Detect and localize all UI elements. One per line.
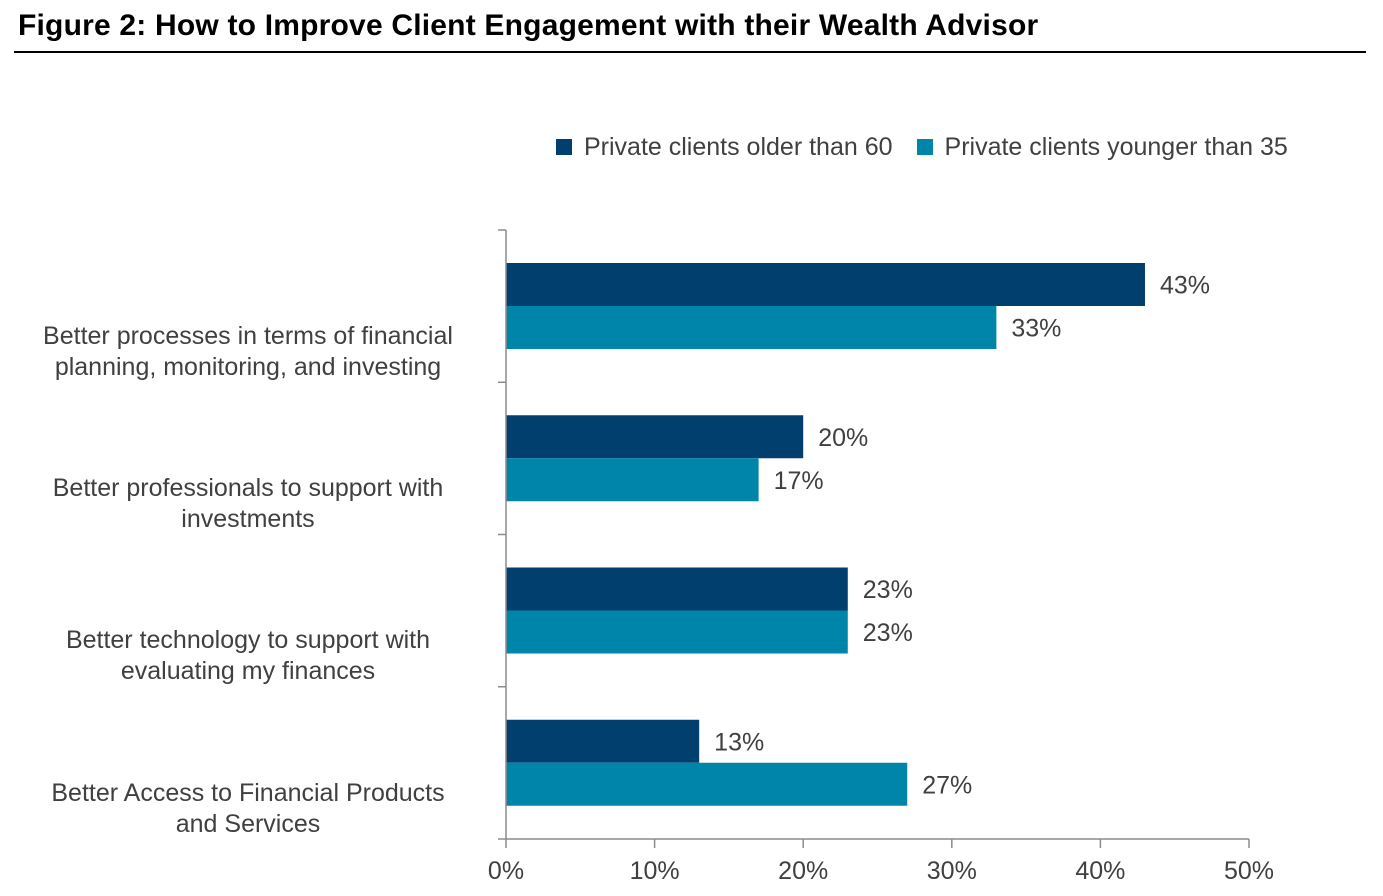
category-label-access: Better Access to Financial Products and …	[13, 778, 483, 840]
category-label-line: Better processes in terms of financial	[43, 322, 453, 350]
bar-younger-than-35	[506, 610, 848, 654]
bar-older-than-60	[506, 567, 848, 611]
category-label-line: and Services	[175, 810, 321, 838]
x-tick-label: 50%	[1224, 857, 1274, 885]
data-label: 17%	[774, 467, 824, 495]
data-label: 13%	[714, 728, 764, 756]
bar-older-than-60	[506, 415, 804, 459]
legend: Private clients older than 60 Private cl…	[556, 130, 1288, 164]
data-label: 43%	[1160, 272, 1210, 300]
bar-younger-than-35	[506, 306, 997, 349]
data-label: 23%	[863, 576, 913, 604]
legend-swatch-younger-than-35	[916, 139, 933, 155]
legend-label-younger-than-35: Private clients younger than 35	[944, 132, 1288, 161]
legend-item-younger-than-35: Private clients younger than 35	[916, 132, 1288, 162]
chart-title: Figure 2: How to Improve Client Engageme…	[18, 9, 1039, 42]
data-label: 20%	[818, 424, 868, 452]
legend-item-older-than-60: Private clients older than 60	[556, 133, 893, 162]
bar-younger-than-35	[506, 762, 908, 806]
x-tick-label: 0%	[488, 857, 524, 885]
legend-label-older-than-60: Private clients older than 60	[584, 132, 893, 161]
x-tick-label: 10%	[630, 857, 680, 885]
category-label-line: Better professionals to support with	[52, 474, 444, 502]
category-label-line: Better technology to support with	[65, 626, 431, 654]
category-label-line: planning, monitoring, and investing	[54, 353, 442, 381]
legend-swatch-older-than-60	[556, 139, 572, 155]
x-tick-label: 30%	[927, 857, 977, 885]
title-divider	[14, 51, 1366, 53]
data-label: 23%	[863, 619, 913, 647]
x-tick-label: 20%	[778, 857, 828, 885]
category-label-line: Better Access to Financial Products	[51, 779, 445, 807]
category-label-line: investments	[181, 505, 315, 533]
data-label: 27%	[922, 771, 972, 799]
bar-younger-than-35	[506, 458, 759, 502]
x-tick-label: 40%	[1075, 857, 1125, 885]
category-label-line: evaluating my finances	[120, 657, 376, 685]
category-label-professionals: Better professionals to support with inv…	[13, 473, 483, 535]
category-label-processes: Better processes in terms of financial p…	[13, 321, 483, 383]
category-label-technology: Better technology to support with evalua…	[13, 625, 483, 687]
bar-older-than-60	[506, 263, 1145, 306]
data-label: 33%	[1011, 315, 1061, 343]
bar-older-than-60	[506, 719, 700, 763]
